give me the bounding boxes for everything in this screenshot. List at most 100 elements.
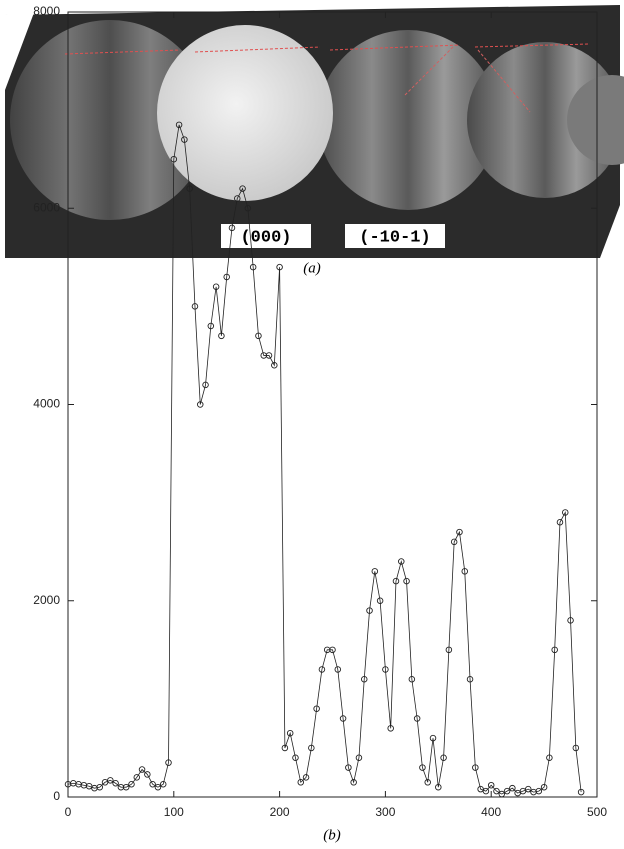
scan-line xyxy=(477,49,531,113)
data-point xyxy=(382,666,389,673)
panel-caption: (b) xyxy=(323,827,341,843)
data-point xyxy=(122,783,130,791)
data-point xyxy=(498,790,506,798)
x-tick-label: 500 xyxy=(587,805,607,819)
data-point xyxy=(165,759,172,766)
x-tick-label: 200 xyxy=(270,805,290,819)
data-point xyxy=(265,352,273,359)
data-point xyxy=(487,781,495,789)
data-point xyxy=(551,646,558,654)
data-point xyxy=(223,273,230,281)
data-point xyxy=(540,783,548,791)
data-point xyxy=(355,754,363,762)
data-point xyxy=(218,332,225,340)
data-point xyxy=(138,766,146,773)
data-point xyxy=(403,577,410,585)
data-point xyxy=(302,774,310,781)
data-point xyxy=(546,754,553,762)
data-point xyxy=(159,780,167,788)
data-point xyxy=(339,715,347,722)
data-point xyxy=(450,538,458,546)
diffraction-disc xyxy=(10,20,210,220)
scan-line xyxy=(64,49,181,55)
data-point xyxy=(286,729,294,737)
data-point xyxy=(281,744,289,752)
data-point xyxy=(360,676,368,683)
data-point xyxy=(562,509,569,516)
data-point xyxy=(255,332,262,340)
data-point xyxy=(249,263,257,271)
data-point xyxy=(297,779,305,786)
data-point xyxy=(186,185,193,192)
data-point xyxy=(318,666,326,673)
data-point xyxy=(292,754,299,762)
data-point xyxy=(191,303,199,310)
data-point xyxy=(96,783,103,791)
data-point xyxy=(440,754,447,762)
diffraction-disc xyxy=(318,30,498,210)
panel-caption: (a) xyxy=(303,260,321,276)
x-tick-label: 400 xyxy=(481,805,501,819)
label-box xyxy=(221,224,311,248)
data-point xyxy=(398,558,405,565)
scan-line xyxy=(194,46,321,53)
data-point xyxy=(244,204,252,212)
data-point xyxy=(228,224,236,232)
data-point xyxy=(429,734,437,742)
y-tick-label: 2000 xyxy=(33,593,60,607)
y-tick-label: 6000 xyxy=(33,200,60,214)
data-point xyxy=(371,568,379,575)
x-tick-label: 0 xyxy=(65,805,72,819)
data-point xyxy=(350,779,357,786)
data-point xyxy=(461,568,469,575)
data-point xyxy=(472,764,479,771)
data-point xyxy=(345,764,352,771)
y-tick-label: 8000 xyxy=(33,4,60,18)
data-point xyxy=(276,263,283,271)
data-point xyxy=(424,779,431,786)
label-box xyxy=(345,224,445,248)
data-point xyxy=(234,195,241,202)
y-tick-label: 0 xyxy=(53,789,60,803)
data-point xyxy=(128,780,135,788)
data-point xyxy=(493,787,500,795)
disc-label: (-10-1) xyxy=(359,228,430,247)
diffraction-disc xyxy=(567,75,624,165)
data-point xyxy=(175,121,183,129)
data-point xyxy=(207,322,215,330)
photo-panel: (000) (-10-1) xyxy=(5,5,624,258)
data-point xyxy=(212,283,220,291)
diffraction-disc xyxy=(467,42,623,198)
data-point xyxy=(387,725,394,732)
data-point xyxy=(572,744,580,752)
x-tick-label: 100 xyxy=(164,805,184,819)
data-point xyxy=(202,381,209,389)
data-point xyxy=(149,780,156,788)
data-point xyxy=(329,646,336,654)
data-point xyxy=(413,715,421,722)
data-point xyxy=(334,666,342,673)
photo-corner xyxy=(5,10,35,90)
data-point xyxy=(392,577,400,585)
data-point xyxy=(239,185,246,192)
data-point xyxy=(556,519,564,526)
data-point xyxy=(482,787,490,795)
data-point xyxy=(567,617,574,624)
data-point xyxy=(107,777,114,784)
data-point xyxy=(408,676,416,683)
data-point xyxy=(445,646,453,654)
data-point xyxy=(170,155,178,163)
data-point xyxy=(503,787,511,795)
data-point xyxy=(308,744,315,752)
data-point xyxy=(154,783,162,791)
data-point xyxy=(376,597,384,605)
data-point xyxy=(419,764,426,771)
data-point xyxy=(524,785,532,793)
data-point xyxy=(466,676,474,683)
data-point xyxy=(509,784,516,792)
scan-line xyxy=(329,44,461,51)
data-line xyxy=(67,124,582,795)
scan-line xyxy=(474,43,591,48)
